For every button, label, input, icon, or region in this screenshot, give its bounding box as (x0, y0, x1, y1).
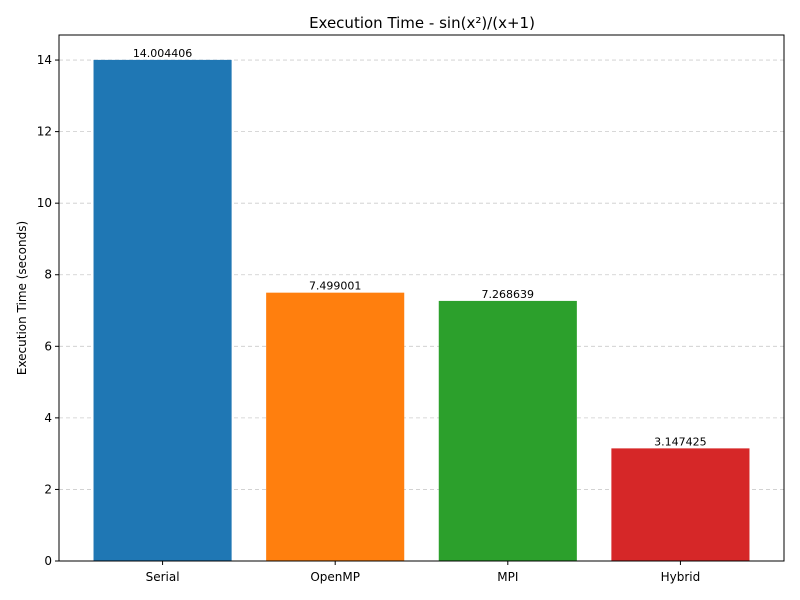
data-label-mpi: 7.268639 (482, 288, 535, 301)
y-tick-label-7: 14 (37, 53, 52, 67)
data-labels: 14.004406 7.499001 7.268639 3.147425 (133, 47, 707, 448)
plot-frame (58, 34, 785, 562)
data-label-hybrid: 3.147425 (654, 435, 707, 448)
y-tick-label-6: 12 (37, 125, 52, 139)
bar-hybrid (611, 448, 750, 561)
data-label-serial: 14.004406 (133, 47, 193, 60)
bar-openmp (266, 292, 405, 561)
data-label-openmp: 7.499001 (309, 280, 362, 293)
y-tick-label-3: 6 (44, 339, 52, 353)
x-tick-label-openmp: OpenMP (310, 570, 360, 584)
y-tick-label-2: 4 (44, 411, 52, 425)
y-tick-label-0: 0 (44, 554, 52, 568)
y-tick-label-4: 8 (44, 268, 52, 282)
x-tick-label-hybrid: Hybrid (661, 570, 701, 584)
bar-mpi (438, 300, 577, 561)
bars (93, 59, 750, 562)
x-tick-label-mpi: MPI (497, 570, 518, 584)
y-tick-label-5: 10 (37, 196, 52, 210)
chart-title: Execution Time - sin(x²)/(x+1) (309, 14, 535, 32)
bar-serial (93, 59, 232, 562)
x-tick-label-serial: Serial (146, 570, 180, 584)
y-axis-label: Execution Time (seconds) (15, 221, 29, 375)
axes: 0 2 4 6 8 10 12 14 Serial OpenMP MPI Hybrid (37, 34, 785, 584)
y-tick-label-1: 2 (44, 482, 52, 496)
